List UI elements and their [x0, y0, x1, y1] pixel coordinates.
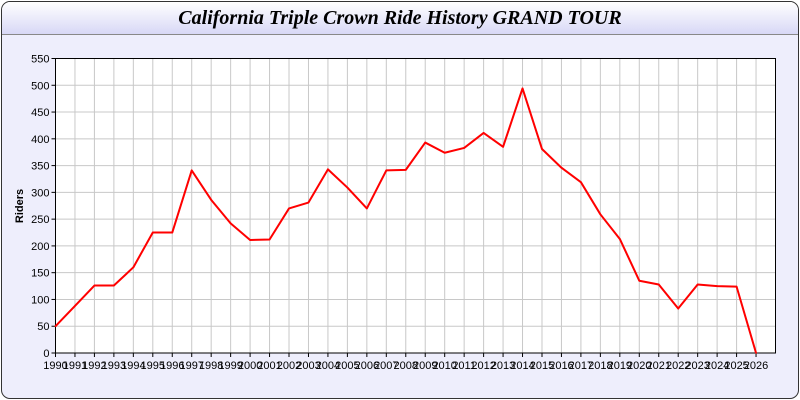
x-tick-label: 2020	[627, 360, 651, 372]
data-point	[190, 169, 193, 172]
y-tick-label: 200	[31, 241, 49, 253]
data-point	[93, 284, 96, 287]
data-point	[210, 199, 212, 201]
x-tick-label: 1995	[141, 360, 165, 372]
data-point	[541, 148, 543, 150]
data-point	[288, 207, 290, 210]
data-point	[171, 231, 174, 234]
data-point	[366, 207, 368, 210]
y-tick-label: 500	[31, 80, 49, 92]
x-tick-label: 1992	[82, 360, 106, 372]
data-point	[677, 307, 680, 310]
data-point	[599, 213, 602, 216]
data-point	[346, 186, 349, 189]
x-tick-label: 2013	[491, 360, 515, 372]
data-point	[696, 283, 699, 286]
data-point	[268, 238, 271, 241]
x-tick-label: 2011	[452, 360, 476, 372]
data-point	[657, 283, 660, 286]
data-point	[74, 305, 76, 307]
y-axis-label: Riders	[14, 189, 26, 223]
y-tick-label: 550	[31, 54, 49, 66]
chart-title: California Triple Crown Ride History GRA…	[178, 7, 622, 29]
y-tick-label: 350	[31, 161, 49, 173]
data-point	[307, 201, 310, 204]
y-tick-label: 0	[43, 348, 49, 360]
y-tick-label: 250	[31, 214, 49, 226]
x-tick-label: 1996	[160, 360, 184, 372]
x-tick-label: 2022	[666, 360, 690, 372]
data-point	[54, 325, 57, 328]
y-tick-label: 150	[31, 268, 49, 280]
x-tick-label: 1999	[218, 360, 242, 372]
x-tick-label: 1997	[179, 360, 203, 372]
plot-border	[55, 58, 776, 354]
y-tick-label: 400	[31, 134, 49, 146]
data-point	[619, 238, 621, 240]
x-tick-label: 2014	[510, 360, 534, 372]
x-tick-label: 2009	[413, 360, 437, 372]
data-point	[502, 146, 504, 148]
data-point	[735, 285, 738, 288]
x-tick-label: 2000	[238, 360, 262, 372]
x-tick-label: 2006	[355, 360, 379, 372]
y-tick-label: 450	[31, 107, 49, 119]
data-point	[327, 168, 329, 171]
data-point	[560, 166, 563, 169]
plot-area	[55, 58, 776, 353]
y-tick-label: 100	[31, 294, 49, 306]
data-point	[443, 151, 446, 154]
x-tick-label: 1991	[63, 360, 87, 372]
data-point	[482, 132, 485, 134]
x-tick-label: 2005	[335, 360, 359, 372]
x-tick-label: 2015	[530, 360, 554, 372]
x-tick-label: 2012	[471, 360, 495, 372]
data-point	[404, 169, 407, 171]
data-point	[151, 231, 154, 234]
x-tick-label: 2018	[588, 360, 612, 372]
x-tick-label: 2025	[724, 360, 748, 372]
x-tick-label: 1993	[102, 360, 126, 372]
x-tick-label: 2003	[296, 360, 320, 372]
data-point	[249, 239, 251, 241]
x-tick-label: 2019	[608, 360, 632, 372]
data-point	[755, 352, 757, 354]
x-tick-label: 2021	[647, 360, 671, 372]
x-tick-label: 1994	[121, 360, 145, 372]
data-point	[229, 222, 232, 225]
x-tick-label: 2001	[257, 360, 281, 372]
x-tick-label: 1990	[43, 360, 67, 372]
x-tick-label: 2024	[705, 360, 729, 372]
x-tick-label: 2008	[394, 360, 418, 372]
x-tick-label: 2007	[374, 360, 398, 372]
x-tick-label: 2004	[316, 360, 340, 372]
data-point	[521, 87, 524, 90]
x-tick-label: 2026	[744, 360, 768, 372]
data-point	[580, 181, 582, 183]
data-point	[113, 284, 115, 287]
y-tick-label: 300	[31, 187, 49, 199]
data-point	[463, 147, 465, 149]
y-tick-label: 50	[37, 321, 49, 333]
x-tick-label: 2010	[432, 360, 456, 372]
x-tick-label: 2016	[549, 360, 573, 372]
title-bar: California Triple Crown Ride History GRA…	[2, 2, 798, 35]
x-tick-label: 2002	[277, 360, 301, 372]
data-point	[424, 141, 427, 144]
data-point	[385, 169, 388, 172]
x-tick-label: 2023	[685, 360, 709, 372]
x-tick-label: 1998	[199, 360, 223, 372]
data-point	[638, 279, 641, 282]
data-point	[132, 266, 135, 269]
x-tick-label: 2017	[569, 360, 593, 372]
data-point	[716, 285, 718, 287]
